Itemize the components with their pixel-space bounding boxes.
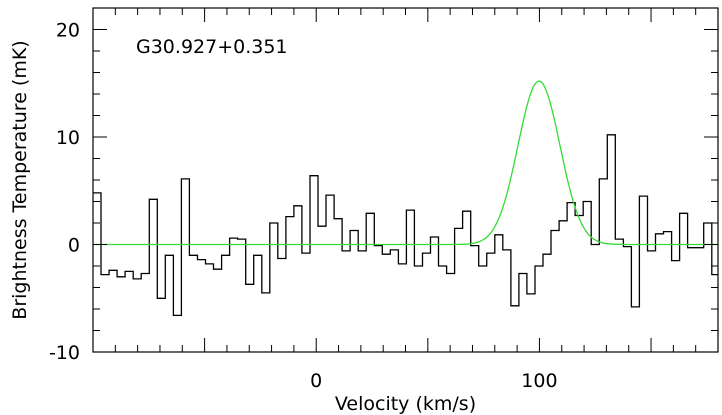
- tick-labels: 0 100 -10 0 10 20: [49, 20, 558, 393]
- gaussian-fit-line: [93, 80, 718, 246]
- x-tick-label: 100: [521, 370, 557, 392]
- x-axis-title: Velocity (km/s): [335, 393, 476, 415]
- x-tick-label: 0: [310, 370, 322, 392]
- y-tick-label: 20: [56, 20, 80, 42]
- y-tick-label: 10: [56, 127, 80, 149]
- plot-frame: [92, 7, 719, 353]
- y-tick-label: -10: [49, 342, 80, 364]
- y-axis-title: Brightness Temperature (mK): [9, 40, 31, 319]
- axis-ticks: [92, 7, 719, 353]
- y-tick-label: 0: [68, 235, 80, 257]
- spectrum-histogram-line: [93, 134, 718, 317]
- source-annotation: G30.927+0.351: [136, 36, 288, 58]
